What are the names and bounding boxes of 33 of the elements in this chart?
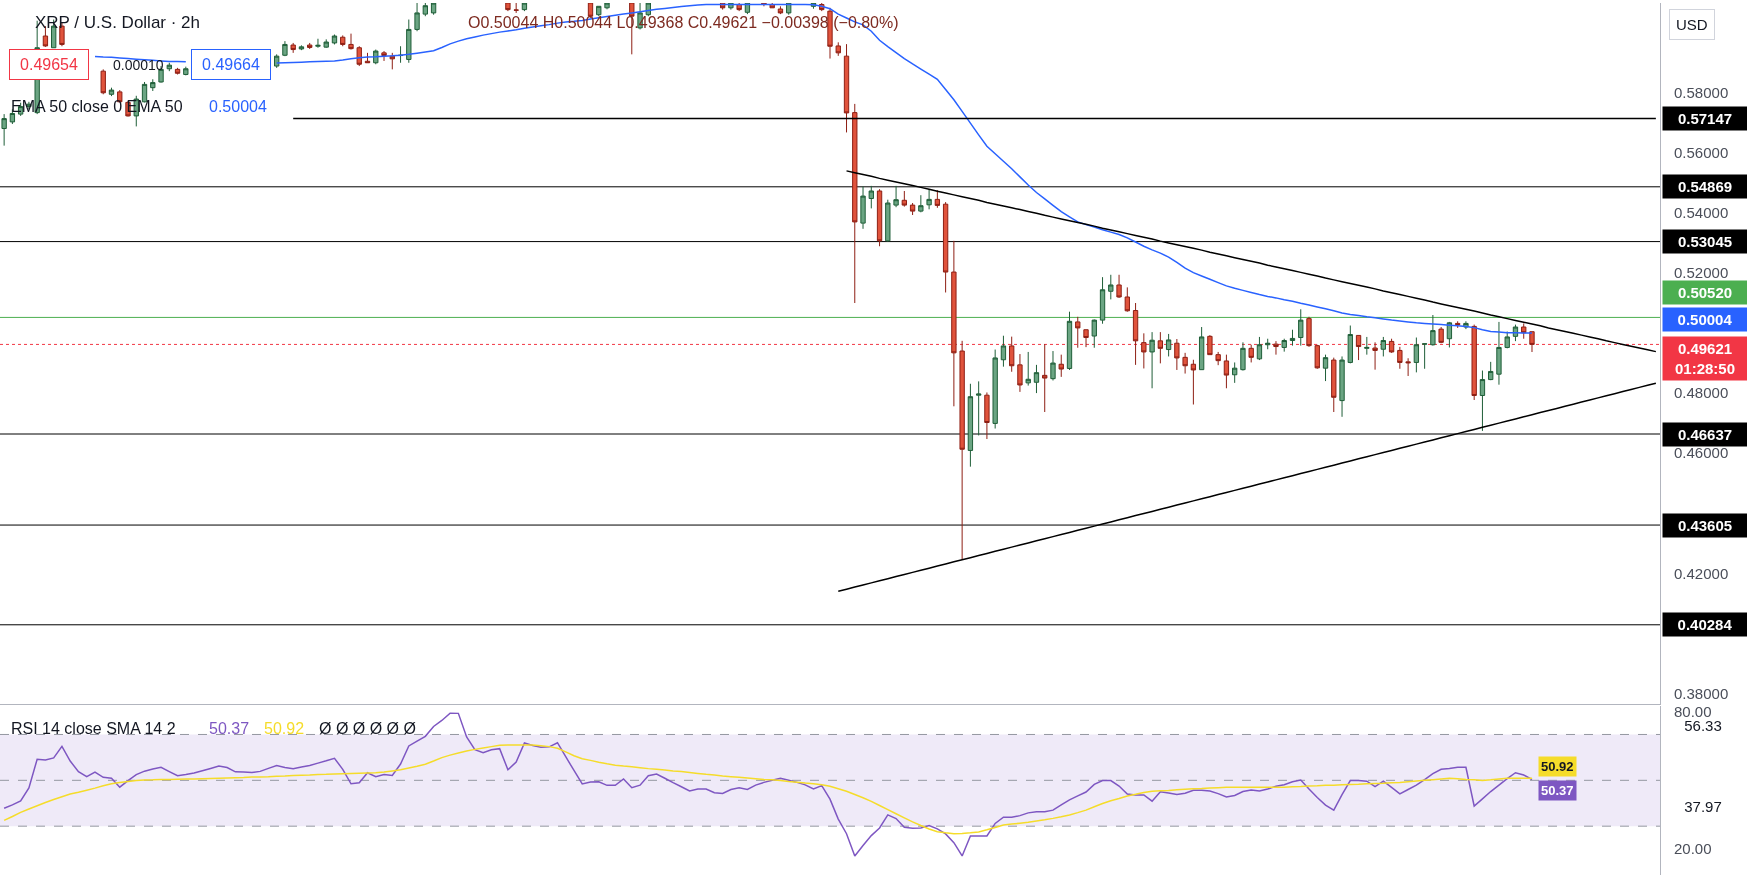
y-tick-label: 0.48000 <box>1674 384 1729 402</box>
annotation: 0.50004 <box>209 98 267 115</box>
y-tick-label: 0.56000 <box>1674 144 1729 162</box>
annotation: 0.49664 <box>202 56 260 73</box>
y-tick-label: 0.42000 <box>1674 564 1729 582</box>
annotation: Ø Ø Ø Ø Ø Ø <box>319 720 416 737</box>
ref-line-label: 0.40284 <box>1677 616 1733 633</box>
y-tick-label: 0.58000 <box>1674 84 1729 102</box>
y-tick-label: 20.00 <box>1674 840 1712 858</box>
data-label: 0.57147 <box>1677 110 1733 127</box>
text: 56.33 <box>1684 717 1722 734</box>
text: USD <box>1676 16 1708 33</box>
ref-line-label: 0.43605 <box>1677 517 1733 534</box>
text: 50.37 <box>209 720 250 737</box>
ref-line-label: 0.46637 <box>1677 426 1733 443</box>
y-tick-label: 0.38000 <box>1674 684 1729 702</box>
data-label: 50.37 <box>1541 783 1574 798</box>
ref-line-label: 0.54869 <box>1677 178 1733 195</box>
ref-line-label: 0.49621 01:28:50 <box>1674 340 1736 377</box>
y-tick-label: 0.52000 <box>1674 264 1729 282</box>
text: 37.97 <box>1684 798 1722 815</box>
ref-line-label: 0.50520 <box>1677 284 1733 301</box>
y-tick-label: 0.46000 <box>1674 444 1729 462</box>
text: 0.50004 <box>1677 311 1732 328</box>
annotation: 0.00010 <box>113 57 164 73</box>
data-label: 50.92 <box>1541 759 1574 774</box>
text: 50.92 <box>264 720 305 737</box>
y-tick-label: 0.54000 <box>1674 204 1729 222</box>
annotation: 0.49654 <box>20 56 78 73</box>
text: RSI 14 close SMA 14 2 <box>11 720 176 737</box>
y-tick-label: 80.00 <box>1674 702 1712 720</box>
text: XRP / U.S. Dollar · 2h <box>35 13 201 32</box>
ref-line-label: 0.53045 <box>1677 233 1733 250</box>
